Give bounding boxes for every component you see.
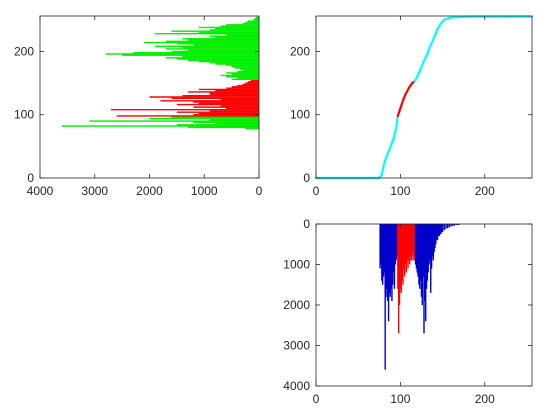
cumulative-curve-segment (454, 15, 469, 19)
top-right-ytick-label: 0 (303, 171, 310, 185)
cumulative-curve-panel: 0 100 200 0 100 200 (290, 15, 534, 198)
left-xtick-label: 3000 (81, 184, 108, 198)
top-right-frame (315, 15, 533, 179)
left-xtick-label: 2000 (136, 184, 163, 198)
cumulative-curve-segment (419, 59, 426, 71)
bottom-right-ytick-label: 2000 (283, 298, 310, 312)
cumulative-curve-segment (392, 127, 398, 140)
bottom-right-xtick-label: 100 (390, 392, 410, 406)
top-right-xtick-label: 0 (313, 184, 320, 198)
left-xtick-label: 0 (256, 184, 263, 198)
cumulative-curve-segment (404, 87, 410, 96)
left-ytick-label: 200 (14, 44, 34, 58)
top-right-ytick-label: 100 (290, 108, 310, 122)
cumulative-curve-segment (401, 93, 407, 102)
bottom-right-xtick-label: 0 (313, 392, 320, 406)
cumulative-curve-segment (436, 22, 442, 31)
top-right-xtick-label: 100 (390, 184, 410, 198)
cumulative-curve-segment (416, 68, 422, 78)
cumulative-curve-segment (396, 107, 402, 118)
bottom-right-ytick-label: 4000 (283, 379, 310, 393)
cumulative-curve-segment (433, 28, 439, 39)
bottom-right-ytick-label: 0 (303, 217, 310, 231)
cumulative-curve-segment (422, 52, 429, 63)
left-xtick-label: 4000 (27, 184, 54, 198)
cumulative-curve-segment (395, 114, 399, 130)
top-right-ytick-label: 200 (290, 44, 310, 58)
left-ytick-label: 0 (27, 171, 34, 185)
bottom-right-xtick-label: 200 (475, 392, 495, 406)
left-ytick-label: 100 (14, 108, 34, 122)
bottom-right-ytick-label: 1000 (283, 258, 310, 272)
left-xtick-label: 1000 (191, 184, 218, 198)
cumulative-curve-segment (399, 99, 405, 110)
cumulative-curve-segment (426, 44, 432, 56)
bottom-right-ytick-label: 3000 (283, 339, 310, 353)
left-histogram-panel: 4000 3000 2000 1000 0 0 100 200 (14, 15, 263, 198)
top-right-xtick-label: 200 (475, 184, 495, 198)
cumulative-curve-segment (429, 36, 436, 47)
cumulative-curve-segment (380, 165, 385, 176)
